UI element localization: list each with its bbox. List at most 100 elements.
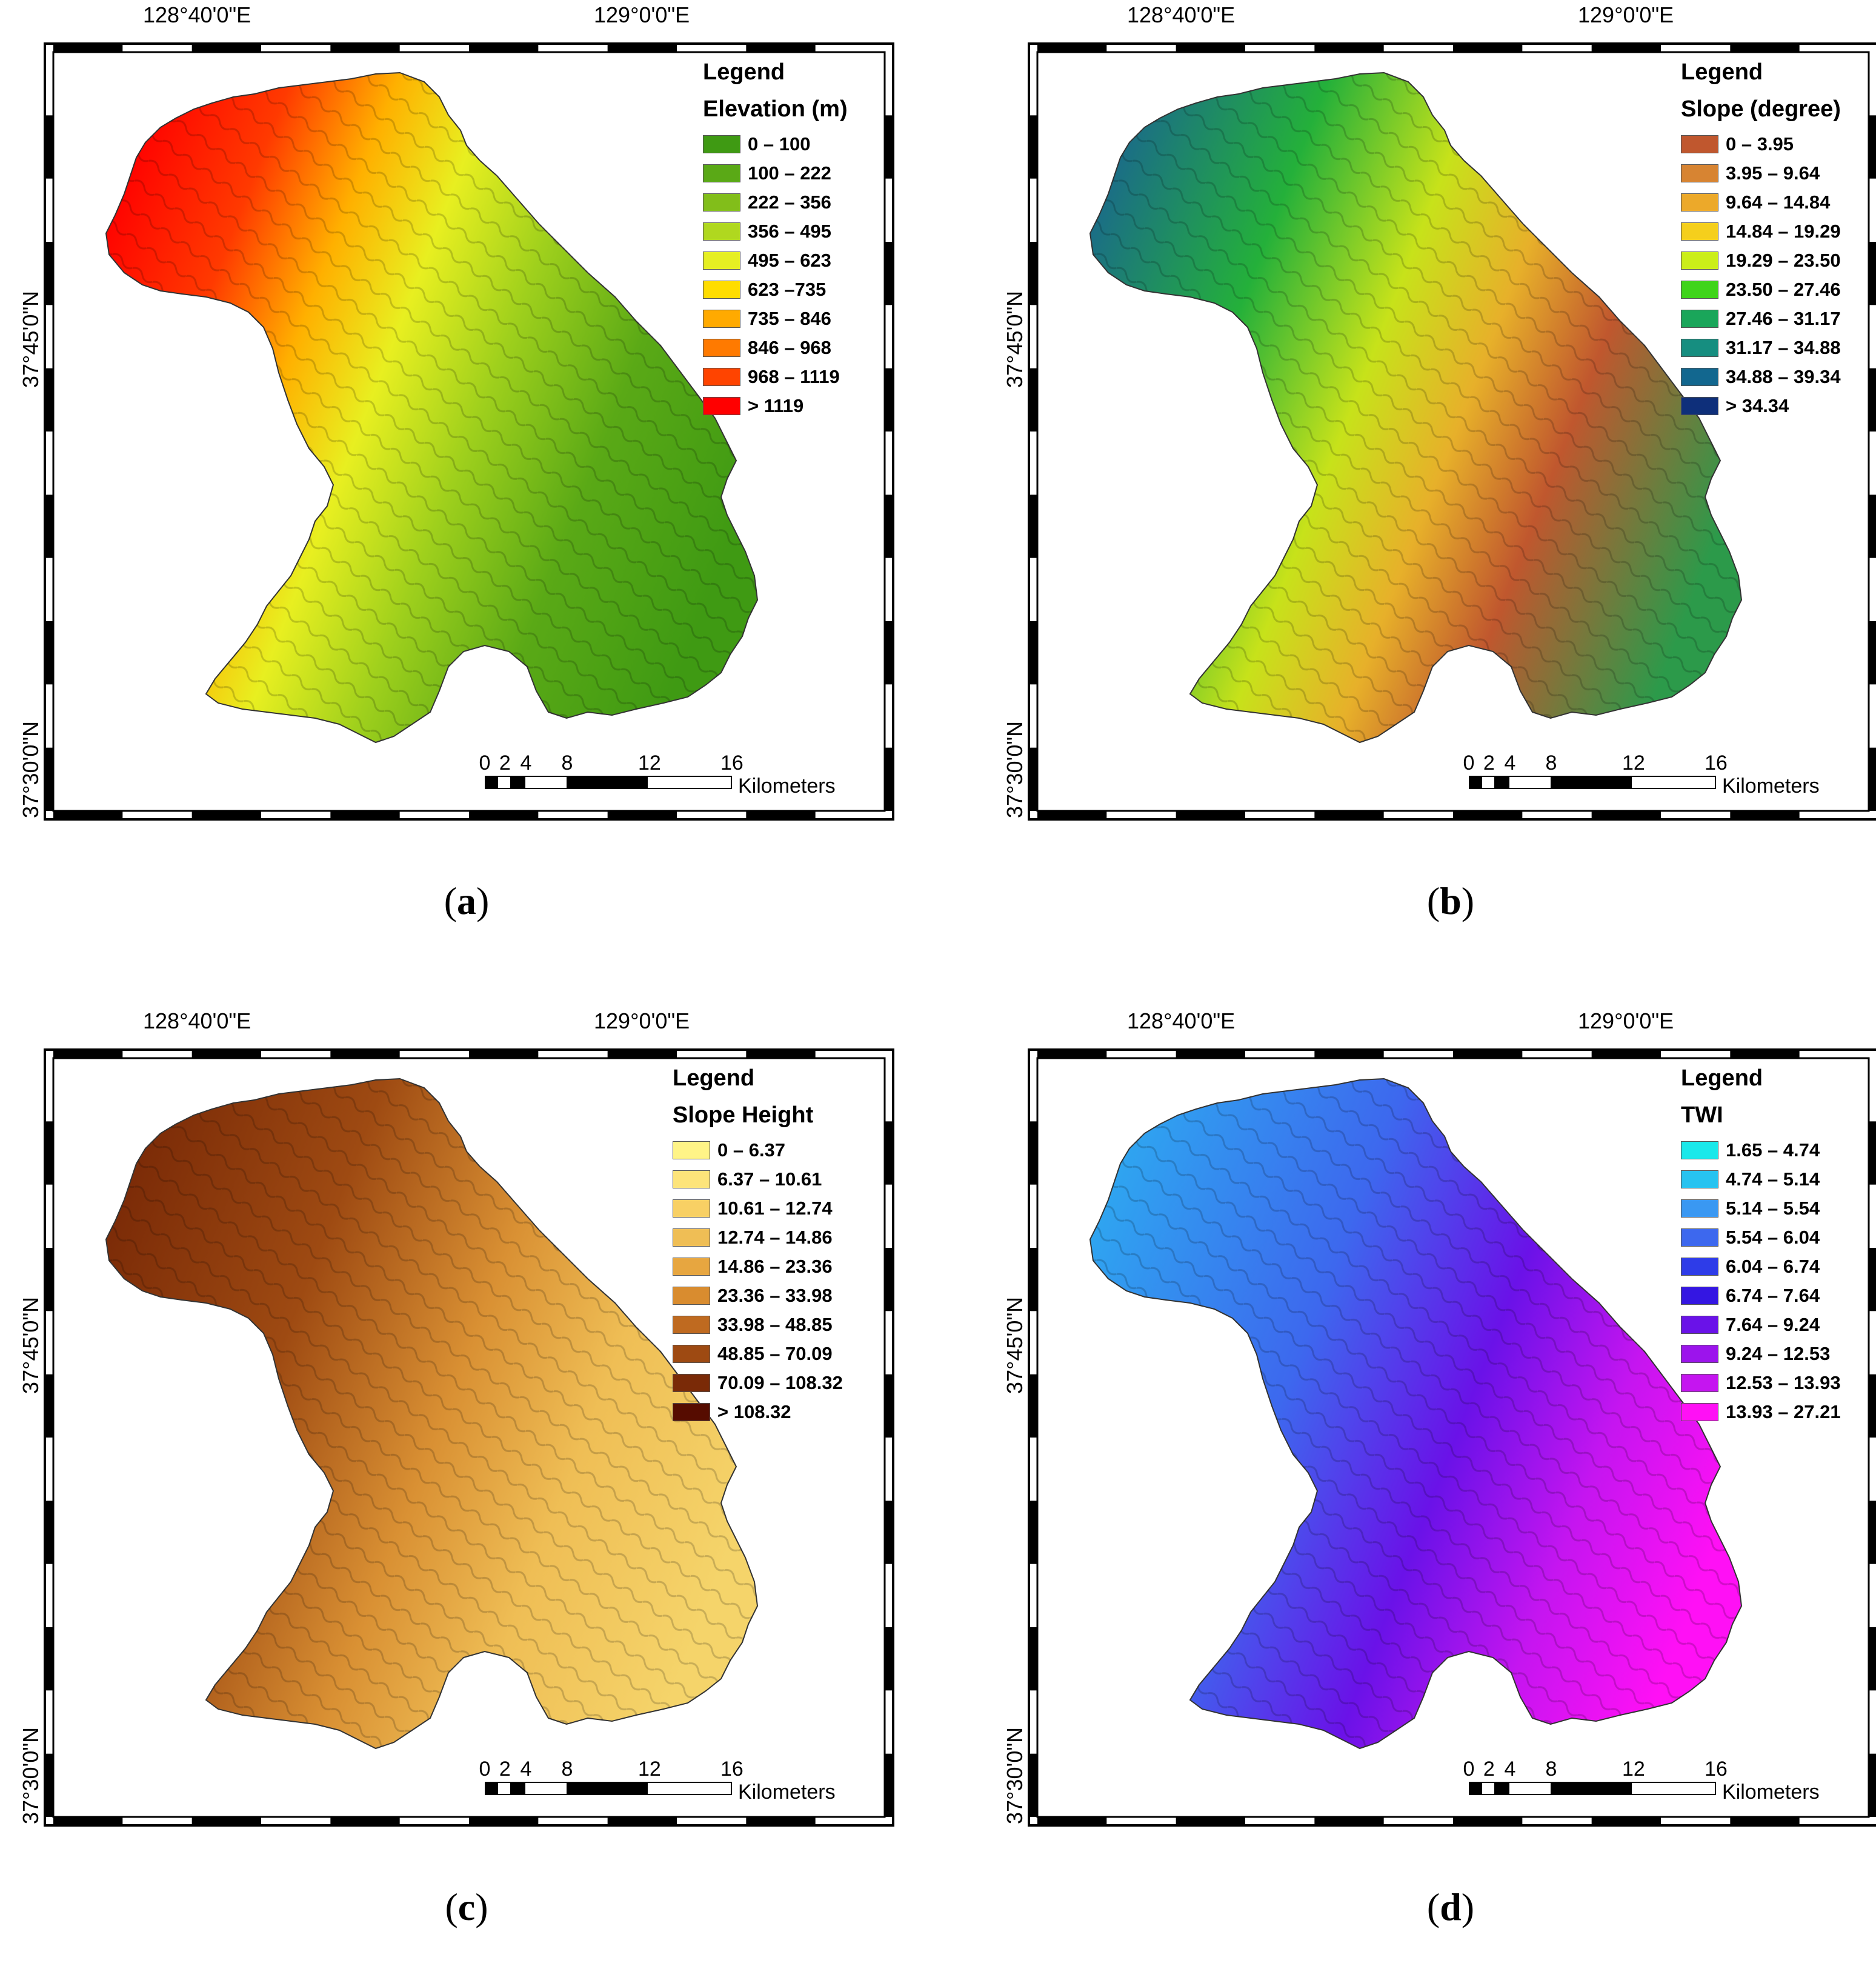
- scale-tick-label: 4: [1504, 1758, 1516, 1781]
- scale-tick-label: 2: [1483, 751, 1495, 775]
- legend-item: 6.74 – 7.64: [1681, 1281, 1841, 1310]
- legend-label: 10.61 – 12.74: [717, 1198, 833, 1219]
- scale-tick-label: 2: [1483, 1758, 1495, 1781]
- legend-item: 33.98 – 48.85: [673, 1310, 843, 1339]
- map-legend: Legend Elevation (m) 0 – 100 100 – 222 222 –…: [703, 59, 848, 421]
- legend-item: 5.14 – 5.54: [1681, 1194, 1841, 1223]
- legend-swatch: [1681, 222, 1718, 241]
- legend-label: 0 – 6.37: [717, 1139, 786, 1161]
- latitude-label-2: 37°30'0"N: [18, 1727, 43, 1824]
- legend-swatch: [703, 222, 740, 241]
- legend-swatch: [1681, 1374, 1718, 1392]
- legend-swatch: [1681, 368, 1718, 386]
- legend-item: 3.95 – 9.64: [1681, 159, 1841, 188]
- legend-item: 23.36 – 33.98: [673, 1281, 843, 1310]
- legend-label: 9.64 – 14.84: [1726, 192, 1831, 213]
- legend-label: 13.93 – 27.21: [1726, 1401, 1841, 1422]
- legend-item: 100 – 222: [703, 159, 848, 188]
- legend-swatch: [1681, 1228, 1718, 1247]
- legend-label: 19.29 – 23.50: [1726, 250, 1841, 271]
- legend-label: 23.36 – 33.98: [717, 1285, 833, 1306]
- legend-item: 356 – 495: [703, 217, 848, 246]
- map-frame: [44, 1048, 894, 1827]
- legend-label: 27.46 – 31.17: [1726, 308, 1841, 329]
- legend-label: 0 – 100: [748, 133, 811, 155]
- scale-tick-label: 4: [1504, 751, 1516, 775]
- legend-item: 623 –735: [703, 275, 848, 304]
- legend-label: > 1119: [748, 395, 804, 416]
- legend-item: 0 – 6.37: [673, 1136, 843, 1165]
- scale-bar: 0 2 4 8 12 16 Kilometers: [479, 751, 836, 798]
- scale-tick-label: 0: [1463, 1758, 1475, 1781]
- scale-tick-label: 4: [520, 751, 532, 775]
- legend-label: 100 – 222: [748, 162, 831, 184]
- legend-item: 7.64 – 9.24: [1681, 1310, 1841, 1339]
- legend-swatch: [673, 1141, 710, 1159]
- legend-swatch: [703, 193, 740, 212]
- scale-unit: Kilometers: [738, 775, 836, 798]
- legend-title: Legend: [673, 1065, 755, 1091]
- legend-item: 4.74 – 5.14: [1681, 1165, 1841, 1194]
- latitude-label-2: 37°30'0"N: [1002, 721, 1027, 818]
- legend-item: 14.86 – 23.36: [673, 1252, 843, 1281]
- legend-item: 968 – 1119: [703, 362, 848, 392]
- legend-item: 0 – 3.95: [1681, 130, 1841, 159]
- scale-tick-label: 4: [520, 1758, 532, 1781]
- longitude-label-2: 129°0'0"E: [594, 2, 690, 27]
- latitude-label-2: 37°30'0"N: [18, 721, 43, 818]
- scale-tick-label: 12: [1622, 751, 1645, 775]
- latitude-label-1: 37°45'0"N: [18, 1296, 43, 1394]
- legend-item: 23.50 – 27.46: [1681, 275, 1841, 304]
- scale-tick-label: 8: [561, 751, 573, 775]
- scale-tick-label: 0: [479, 1758, 491, 1781]
- legend-label: 4.74 – 5.14: [1726, 1168, 1820, 1190]
- legend-swatch: [703, 368, 740, 386]
- legend-swatch: [1681, 1316, 1718, 1334]
- legend-item: 31.17 – 34.88: [1681, 333, 1841, 362]
- legend-swatch: [1681, 164, 1718, 182]
- legend-swatch: [1681, 1141, 1718, 1159]
- legend-swatch: [703, 310, 740, 328]
- legend-title: Legend: [1681, 1065, 1763, 1091]
- longitude-label-1: 128°40'0"E: [1127, 2, 1236, 27]
- map-frame: [1028, 1048, 1876, 1827]
- scale-bar: 0 2 4 8 12 16 Kilometers: [1463, 751, 1820, 798]
- legend-swatch: [1681, 1199, 1718, 1218]
- legend-item: 34.88 – 39.34: [1681, 362, 1841, 392]
- latitude-label-1: 37°45'0"N: [1002, 290, 1027, 388]
- scale-bar: 0 2 4 8 12 16 Kilometers: [479, 1758, 836, 1804]
- scale-tick-label: 8: [561, 1758, 573, 1781]
- map-legend: Legend Slope Height 0 – 6.37 6.37 – 10.61 10…: [673, 1065, 843, 1427]
- legend-label: 12.53 – 13.93: [1726, 1372, 1841, 1393]
- legend-swatch: [673, 1403, 710, 1421]
- scale-tick-label: 2: [499, 751, 511, 775]
- legend-item: 12.74 – 14.86: [673, 1223, 843, 1252]
- legend-label: 846 – 968: [748, 337, 831, 358]
- legend-item: 846 – 968: [703, 333, 848, 362]
- legend-item: 10.61 – 12.74: [673, 1194, 843, 1223]
- legend-swatch: [673, 1345, 710, 1363]
- legend-swatch: [1681, 281, 1718, 299]
- legend-swatch: [1681, 193, 1718, 212]
- map-panel-a: 128°40'0"E 129°0'0"E 37°45'0"N 37°30'0"N Leg…: [18, 0, 909, 933]
- legend-swatch: [1681, 339, 1718, 357]
- legend-label: 5.54 – 6.04: [1726, 1227, 1820, 1248]
- legend-label: 6.04 – 6.74: [1726, 1256, 1820, 1277]
- legend-label: 33.98 – 48.85: [717, 1314, 833, 1335]
- legend-item: 5.54 – 6.04: [1681, 1223, 1841, 1252]
- legend-swatch: [703, 164, 740, 182]
- legend-swatch: [673, 1258, 710, 1276]
- legend-item: 19.29 – 23.50: [1681, 246, 1841, 275]
- legend-item: > 108.32: [673, 1398, 843, 1427]
- legend-label: > 108.32: [717, 1401, 791, 1422]
- legend-label: 3.95 – 9.64: [1726, 162, 1820, 184]
- legend-subtitle: TWI: [1681, 1102, 1723, 1128]
- scale-tick-label: 8: [1545, 1758, 1557, 1781]
- legend-swatch: [673, 1374, 710, 1392]
- legend-swatch: [703, 397, 740, 415]
- map-legend: Legend Slope (degree) 0 – 3.95 3.95 – 9.64 9…: [1681, 59, 1841, 421]
- legend-label: 70.09 – 108.32: [717, 1372, 843, 1393]
- latitude-label-1: 37°45'0"N: [1002, 1296, 1027, 1394]
- map-panel-b: 128°40'0"E 129°0'0"E 37°45'0"N 37°30'0"N Leg…: [1002, 0, 1876, 933]
- legend-item: 6.04 – 6.74: [1681, 1252, 1841, 1281]
